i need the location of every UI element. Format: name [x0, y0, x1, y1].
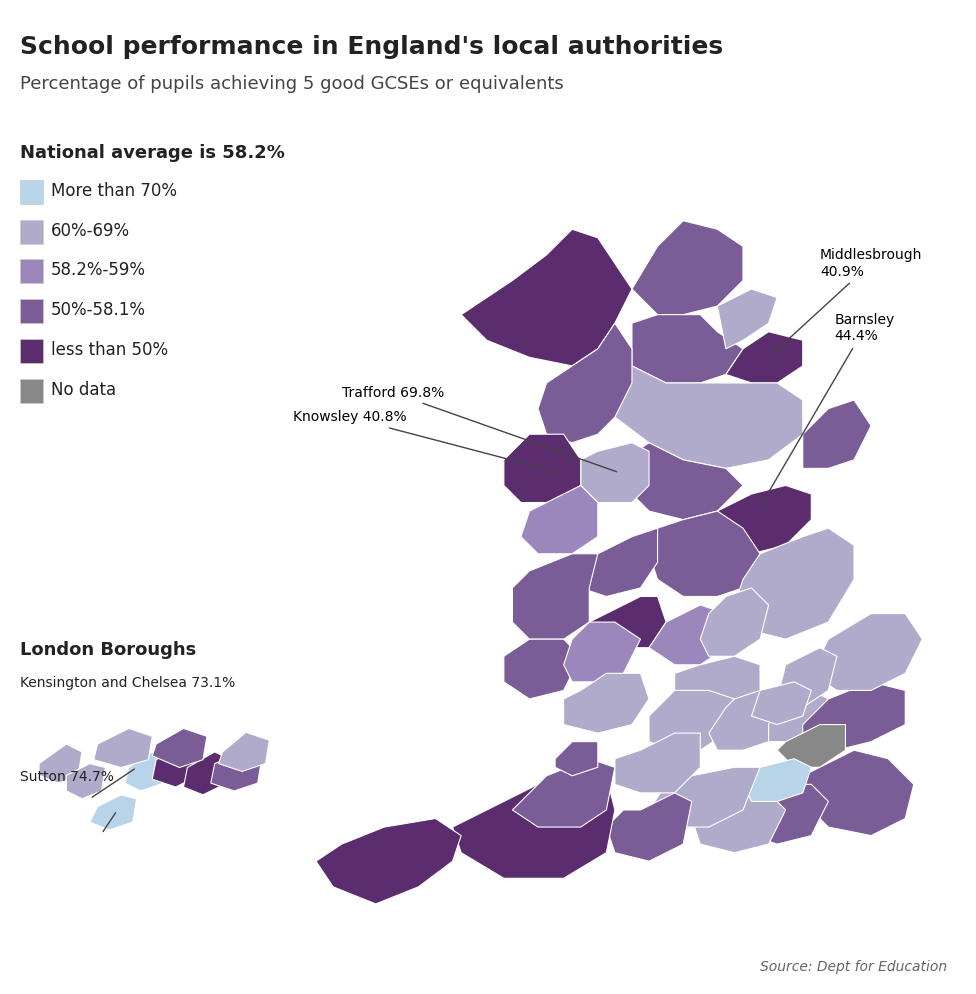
Polygon shape: [39, 745, 82, 783]
Polygon shape: [504, 639, 581, 699]
Polygon shape: [219, 733, 269, 771]
Polygon shape: [94, 729, 152, 767]
Text: National average is 58.2%: National average is 58.2%: [20, 144, 284, 162]
Polygon shape: [649, 605, 726, 665]
Polygon shape: [316, 818, 462, 904]
Polygon shape: [538, 323, 632, 442]
Text: School performance in England's local authorities: School performance in England's local au…: [20, 35, 722, 59]
Text: Source: Dept for Education: Source: Dept for Education: [759, 960, 947, 974]
Polygon shape: [581, 442, 649, 503]
Polygon shape: [590, 596, 667, 648]
Polygon shape: [717, 289, 777, 349]
Polygon shape: [453, 775, 615, 879]
Polygon shape: [649, 511, 760, 596]
Text: 60%-69%: 60%-69%: [51, 222, 130, 240]
Polygon shape: [606, 366, 802, 468]
Polygon shape: [649, 767, 760, 827]
Polygon shape: [802, 400, 871, 468]
Polygon shape: [462, 230, 632, 366]
Polygon shape: [555, 742, 597, 775]
Polygon shape: [674, 656, 760, 708]
Polygon shape: [624, 442, 743, 520]
Polygon shape: [632, 221, 743, 315]
Polygon shape: [802, 682, 906, 750]
Polygon shape: [649, 691, 735, 750]
Text: less than 50%: less than 50%: [51, 341, 168, 359]
Polygon shape: [564, 673, 649, 734]
Text: 50%-58.1%: 50%-58.1%: [51, 301, 145, 319]
Polygon shape: [692, 793, 786, 853]
Polygon shape: [211, 751, 262, 791]
Polygon shape: [769, 691, 829, 742]
Polygon shape: [564, 622, 640, 682]
Polygon shape: [743, 758, 811, 801]
Text: Sutton 74.7%: Sutton 74.7%: [20, 770, 113, 784]
Polygon shape: [777, 648, 837, 708]
Polygon shape: [709, 691, 777, 750]
Polygon shape: [512, 554, 597, 639]
Text: Knowsley 40.8%: Knowsley 40.8%: [293, 411, 556, 472]
Polygon shape: [802, 750, 914, 836]
Text: Trafford 69.8%: Trafford 69.8%: [342, 386, 617, 472]
Polygon shape: [512, 758, 615, 827]
Text: 58.2%-59%: 58.2%-59%: [51, 261, 145, 279]
Polygon shape: [581, 528, 658, 596]
Polygon shape: [606, 793, 692, 861]
Polygon shape: [777, 725, 845, 767]
Polygon shape: [152, 745, 203, 787]
Polygon shape: [125, 751, 168, 791]
Polygon shape: [726, 332, 802, 383]
Polygon shape: [504, 434, 581, 503]
Polygon shape: [183, 751, 230, 795]
Text: London Boroughs: London Boroughs: [20, 641, 196, 659]
Polygon shape: [743, 784, 829, 844]
Polygon shape: [811, 613, 922, 691]
Text: Kensington and Chelsea 73.1%: Kensington and Chelsea 73.1%: [20, 676, 235, 690]
Polygon shape: [66, 763, 105, 799]
Polygon shape: [615, 734, 701, 793]
Polygon shape: [90, 795, 137, 830]
Text: Middlesbrough
40.9%: Middlesbrough 40.9%: [771, 248, 922, 356]
Text: More than 70%: More than 70%: [51, 182, 177, 200]
Polygon shape: [152, 729, 207, 767]
Polygon shape: [632, 315, 743, 383]
Text: No data: No data: [51, 381, 116, 399]
Text: Barnsley
44.4%: Barnsley 44.4%: [761, 313, 895, 504]
Polygon shape: [752, 682, 811, 725]
Polygon shape: [521, 485, 597, 554]
Polygon shape: [735, 528, 854, 639]
Polygon shape: [701, 587, 769, 656]
Text: Percentage of pupils achieving 5 good GCSEs or equivalents: Percentage of pupils achieving 5 good GC…: [20, 75, 563, 92]
Polygon shape: [701, 485, 811, 554]
